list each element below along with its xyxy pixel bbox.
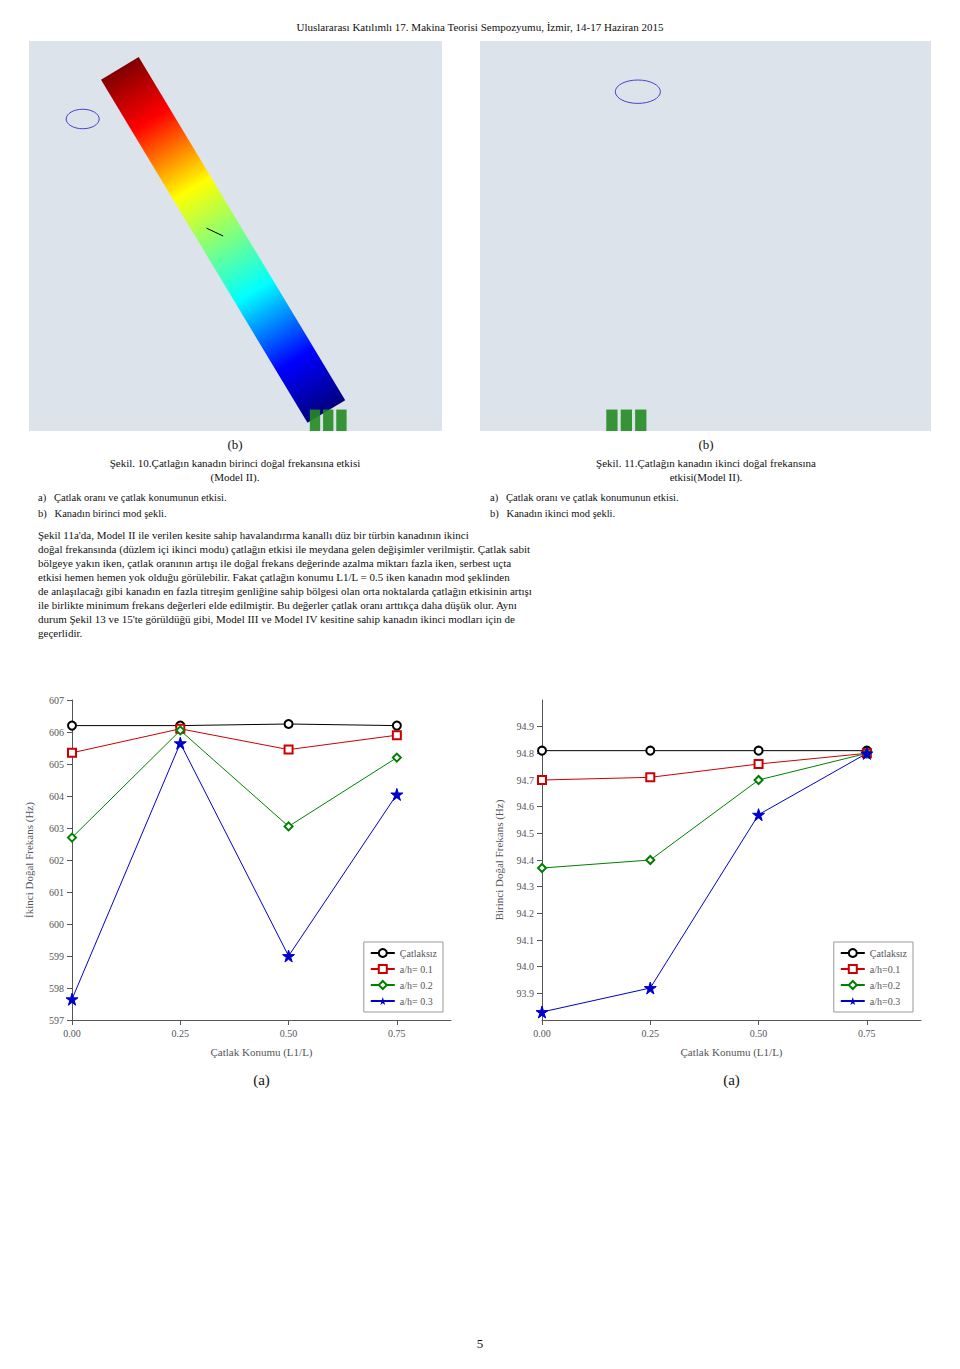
svg-text:600: 600 — [49, 919, 64, 930]
svg-text:93.9: 93.9 — [517, 988, 535, 999]
svg-text:5: 5 — [477, 1336, 484, 1351]
svg-text:0.50: 0.50 — [750, 1028, 768, 1039]
svg-text:a/h=0.2: a/h=0.2 — [870, 980, 900, 991]
svg-text:94.8: 94.8 — [517, 748, 535, 759]
svg-text:94.7: 94.7 — [517, 775, 535, 786]
svg-text:Şekil. 10.Çatlağın kanadın bir: Şekil. 10.Çatlağın kanadın birinci doğal… — [110, 457, 361, 469]
svg-text:601: 601 — [49, 887, 64, 898]
svg-text:602: 602 — [49, 855, 64, 866]
svg-text:94.1: 94.1 — [517, 935, 535, 946]
svg-text:bölgeye yakın iken, çatlak ora: bölgeye yakın iken, çatlak oranının artı… — [38, 557, 511, 569]
svg-text:604: 604 — [49, 791, 64, 802]
svg-text:597: 597 — [49, 1015, 64, 1026]
svg-text:a) Çatlak oranı ve çatlak ko: a) Çatlak oranı ve çatlak konumunun etki… — [38, 492, 227, 504]
svg-text:de anlaşılacağı gibi kanadın e: de anlaşılacağı gibi kanadın en fazla ti… — [38, 585, 532, 597]
svg-text:599: 599 — [49, 951, 64, 962]
svg-text:(b): (b) — [698, 437, 713, 452]
svg-text:0.00: 0.00 — [533, 1028, 551, 1039]
svg-text:Uluslararası Katılımlı 17. Mak: Uluslararası Katılımlı 17. Makina Teoris… — [296, 21, 664, 33]
svg-text:94.3: 94.3 — [517, 881, 535, 892]
svg-text:Çatlaksız: Çatlaksız — [870, 948, 908, 959]
svg-text:Çatlak Konumu (L1/L): Çatlak Konumu (L1/L) — [680, 1046, 782, 1059]
svg-text:0.75: 0.75 — [858, 1028, 876, 1039]
svg-text:606: 606 — [49, 727, 64, 738]
svg-text:Şekil. 11.Çatlağın kanadın iki: Şekil. 11.Çatlağın kanadın ikinci doğal … — [596, 457, 816, 469]
svg-text:0.75: 0.75 — [388, 1028, 406, 1039]
svg-text:doğal frekansında (düzlem içi: doğal frekansında (düzlem içi ikinci mod… — [38, 543, 530, 556]
svg-text:geçerlidir.: geçerlidir. — [38, 627, 83, 639]
svg-text:a/h= 0.1: a/h= 0.1 — [400, 964, 433, 975]
svg-text:etkisi(Model II).: etkisi(Model II). — [670, 471, 743, 484]
svg-text:Çatlak Konumu (L1/L): Çatlak Konumu (L1/L) — [210, 1046, 312, 1059]
svg-text:ile birlikte minimum frekans d: ile birlikte minimum frekans değerleri e… — [38, 599, 517, 611]
svg-text:a/h=0.1: a/h=0.1 — [870, 964, 900, 975]
svg-text:a) Çatlak oranı ve çatlak ko: a) Çatlak oranı ve çatlak konumunun etki… — [490, 492, 679, 504]
svg-text:603: 603 — [49, 823, 64, 834]
svg-text:Çatlaksız: Çatlaksız — [400, 948, 438, 959]
svg-text:605: 605 — [49, 759, 64, 770]
svg-text:94.4: 94.4 — [517, 855, 535, 866]
svg-text:0.00: 0.00 — [63, 1028, 81, 1039]
svg-text:94.2: 94.2 — [517, 908, 535, 919]
svg-text:94.9: 94.9 — [517, 721, 535, 732]
svg-text:etkisi hemen hemen yok olduğu: etkisi hemen hemen yok olduğu görülebili… — [38, 571, 510, 583]
svg-text:b) Kanadın birinci mod şekli: b) Kanadın birinci mod şekli. — [38, 508, 167, 520]
svg-text:Şekil 11a'da, Model II ile ver: Şekil 11a'da, Model II ile verilen kesit… — [38, 529, 469, 541]
svg-text:0.25: 0.25 — [172, 1028, 190, 1039]
svg-text:durum Şekil 13 ve 15'te görüld: durum Şekil 13 ve 15'te görüldüğü gibi, … — [38, 613, 515, 625]
svg-text:94.6: 94.6 — [517, 801, 535, 812]
svg-text:Birinci Doğal Frekans (Hz): Birinci Doğal Frekans (Hz) — [493, 799, 506, 920]
svg-text:607: 607 — [49, 695, 64, 706]
svg-text:598: 598 — [49, 983, 64, 994]
svg-text:0.50: 0.50 — [280, 1028, 298, 1039]
svg-text:a/h=0.3: a/h=0.3 — [870, 996, 900, 1007]
svg-text:İkinci Doğal Frekans (Hz): İkinci Doğal Frekans (Hz) — [23, 802, 36, 918]
svg-text:a/h= 0.3: a/h= 0.3 — [400, 996, 433, 1007]
svg-text:(a): (a) — [253, 1072, 270, 1089]
svg-text:94.5: 94.5 — [517, 828, 535, 839]
svg-text:94.0: 94.0 — [517, 961, 535, 972]
svg-text:0.25: 0.25 — [642, 1028, 660, 1039]
svg-text:(Model II).: (Model II). — [211, 471, 260, 484]
svg-text:a/h= 0.2: a/h= 0.2 — [400, 980, 433, 991]
svg-text:b) Kanadın ikinci mod şekli.: b) Kanadın ikinci mod şekli. — [490, 508, 615, 520]
svg-text:(a): (a) — [723, 1072, 740, 1089]
svg-text:(b): (b) — [227, 437, 242, 452]
